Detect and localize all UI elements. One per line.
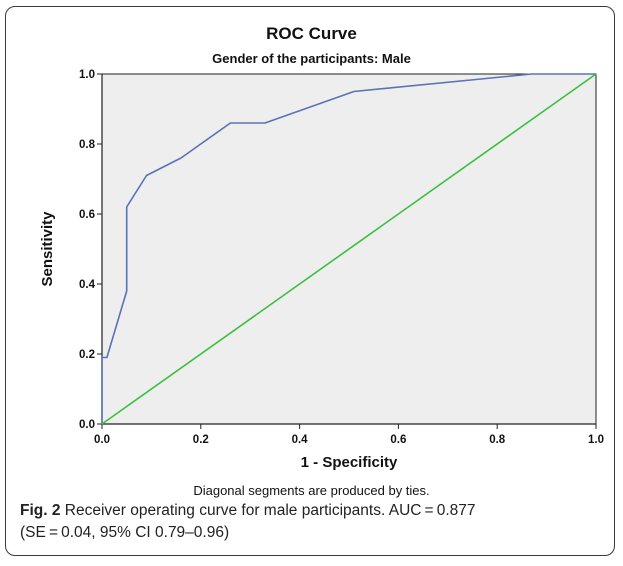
figure-caption: Fig. 2 Receiver operating curve for male…	[20, 500, 610, 544]
chart-note: Diagonal segments are produced by ties.	[193, 483, 430, 498]
reference-diagonal-line	[101, 73, 597, 425]
y-tick-label: 0.4	[79, 279, 96, 291]
x-tick-label: 1.0	[588, 434, 604, 446]
y-tick-label: 0.8	[79, 139, 96, 151]
x-tick-label: 0.2	[193, 434, 209, 446]
caption-line-2: (SE = 0.04, 95% CI 0.79–0.96)	[20, 524, 230, 541]
x-tick-label: 0.4	[292, 434, 309, 446]
caption-line-1: Receiver operating curve for male partic…	[64, 502, 476, 519]
y-tick-label: 0.6	[79, 209, 95, 221]
x-tick-label: 0.6	[390, 434, 406, 446]
x-tick-label: 0.8	[489, 434, 506, 446]
roc-curve-line	[101, 73, 596, 424]
y-tick-label: 1.0	[79, 69, 95, 81]
y-tick-label: 0.2	[79, 349, 95, 361]
roc-chart: 0.0 0.2 0.4 0.6 0.8 1.0 0.0 0.2 0.4 0.6 0.8 1.0 1 -…	[39, 69, 604, 471]
chart-title: ROC Curve	[266, 24, 357, 43]
figure-label: Fig. 2	[20, 502, 61, 519]
y-tick-label: 0.0	[79, 419, 95, 431]
x-tick-label: 0.0	[94, 434, 110, 446]
y-axis-label: Sensitivity	[39, 211, 56, 287]
series-lines	[101, 73, 597, 425]
axis-ticks: 0.0 0.2 0.4 0.6 0.8 1.0 0.0 0.2 0.4 0.6 0.8 1.0	[79, 69, 604, 446]
x-axis-label: 1 - Specificity	[301, 454, 398, 471]
chart-subtitle: Gender of the participants: Male	[212, 51, 411, 66]
